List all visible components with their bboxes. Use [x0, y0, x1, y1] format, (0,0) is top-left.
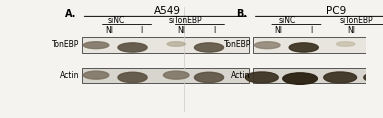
Ellipse shape: [283, 73, 318, 84]
Text: Actin: Actin: [231, 71, 251, 80]
Ellipse shape: [289, 43, 318, 52]
Text: B.: B.: [236, 9, 247, 19]
Text: TonEBP: TonEBP: [224, 40, 251, 49]
Ellipse shape: [118, 43, 147, 52]
Text: I: I: [141, 26, 143, 35]
Bar: [253, 68, 383, 83]
Text: siNC: siNC: [108, 16, 125, 25]
Text: Actin: Actin: [60, 71, 80, 80]
Ellipse shape: [164, 71, 189, 79]
Text: siTonEBP: siTonEBP: [340, 16, 373, 25]
Ellipse shape: [195, 43, 224, 52]
Text: I: I: [310, 26, 312, 35]
Ellipse shape: [118, 72, 147, 83]
Text: NI: NI: [178, 26, 186, 35]
Text: siTonEBP: siTonEBP: [169, 16, 202, 25]
Bar: [82, 37, 249, 53]
Ellipse shape: [373, 43, 383, 49]
Ellipse shape: [246, 72, 278, 83]
Ellipse shape: [324, 72, 357, 83]
Ellipse shape: [195, 72, 224, 83]
Text: I: I: [213, 26, 216, 35]
Ellipse shape: [83, 42, 109, 49]
Text: A549: A549: [154, 6, 181, 16]
Ellipse shape: [364, 72, 383, 83]
Text: TonEBP: TonEBP: [52, 40, 80, 49]
Text: NI: NI: [274, 26, 282, 35]
Text: A.: A.: [65, 9, 77, 19]
Text: siNC: siNC: [279, 16, 296, 25]
Ellipse shape: [167, 42, 185, 46]
Text: PC9: PC9: [326, 6, 347, 16]
Text: NI: NI: [347, 26, 355, 35]
Ellipse shape: [83, 71, 109, 79]
Text: NI: NI: [105, 26, 113, 35]
Ellipse shape: [337, 42, 355, 46]
Ellipse shape: [255, 42, 280, 49]
Bar: [82, 68, 249, 83]
Bar: [253, 37, 383, 53]
